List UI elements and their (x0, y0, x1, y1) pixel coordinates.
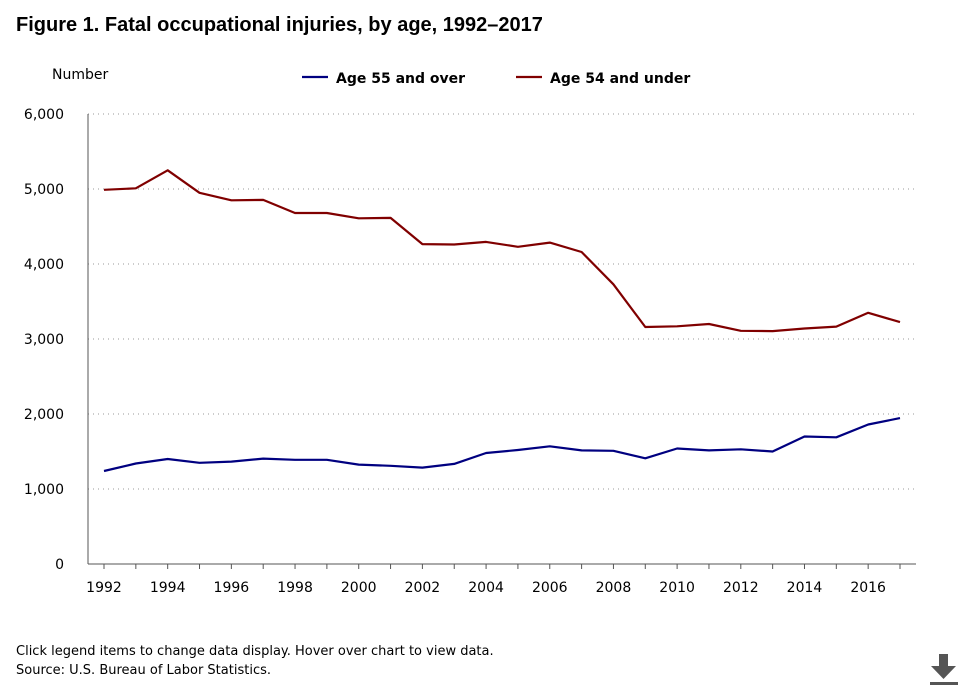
data-point[interactable] (769, 448, 777, 456)
y-tick-label: 2,000 (24, 407, 64, 423)
legend-label: Age 54 and under (550, 71, 690, 87)
x-tick-label: 2004 (468, 580, 504, 596)
data-point[interactable] (164, 455, 172, 463)
x-tick-label: 1992 (86, 580, 122, 596)
x-tick-label: 1994 (150, 580, 186, 596)
data-point[interactable] (896, 318, 904, 326)
data-point[interactable] (673, 445, 681, 453)
data-point[interactable] (132, 184, 140, 192)
data-point[interactable] (578, 248, 586, 256)
chart-title: Figure 1. Fatal occupational injuries, b… (16, 14, 543, 36)
data-point[interactable] (578, 446, 586, 454)
grid-lines (88, 113, 916, 490)
x-tick-label: 2014 (787, 580, 823, 596)
data-point[interactable] (227, 458, 235, 466)
data-point[interactable] (387, 214, 395, 222)
y-tick-label: 6,000 (24, 107, 64, 123)
legend-item-1[interactable]: Age 54 and under (516, 71, 690, 87)
y-tick-label: 1,000 (24, 482, 64, 498)
x-tick-label: 2002 (405, 580, 441, 596)
data-point[interactable] (132, 460, 140, 468)
data-point[interactable] (227, 196, 235, 204)
data-point[interactable] (609, 447, 617, 455)
data-point[interactable] (800, 433, 808, 441)
x-tick-label: 2006 (532, 580, 568, 596)
footnotes: Click legend items to change data displa… (16, 642, 494, 680)
y-tick-label: 3,000 (24, 332, 64, 348)
data-point[interactable] (832, 433, 840, 441)
x-tick-label: 1996 (214, 580, 250, 596)
data-point[interactable] (482, 238, 490, 246)
data-point[interactable] (641, 454, 649, 462)
legend[interactable]: Age 55 and over Age 54 and under (302, 71, 690, 87)
data-point[interactable] (323, 209, 331, 217)
axes (87, 114, 916, 565)
data-point[interactable] (800, 325, 808, 333)
x-tick-label: 2010 (659, 580, 695, 596)
series-lines[interactable] (100, 166, 904, 475)
data-point[interactable] (418, 240, 426, 248)
legend-label: Age 55 and over (336, 71, 465, 87)
data-point[interactable] (323, 456, 331, 464)
data-point[interactable] (196, 459, 204, 467)
data-point[interactable] (546, 442, 554, 450)
y-tick-label: 0 (55, 557, 64, 573)
y-tick-label: 5,000 (24, 182, 64, 198)
data-point[interactable] (100, 186, 108, 194)
x-axis-ticks: 1992 1994 1996 1998 2000 2002 2004 2006 2008 2010… (86, 564, 901, 596)
y-axis-ticks: 0 1,000 2,000 3,000 4,000 5,000 6,000 (24, 107, 64, 573)
y-axis-label: Number (52, 67, 108, 83)
data-point[interactable] (609, 280, 617, 288)
line-chart[interactable]: 0 1,000 2,000 3,000 4,000 5,000 6,000 1992 1994… (0, 0, 980, 640)
y-tick-label: 4,000 (24, 257, 64, 273)
x-tick-label: 1998 (277, 580, 313, 596)
source-note: Source: U.S. Bureau of Labor Statistics. (16, 663, 271, 678)
data-point[interactable] (832, 323, 840, 331)
series-line-1[interactable] (103, 169, 901, 333)
data-point[interactable] (514, 243, 522, 251)
data-point[interactable] (705, 320, 713, 328)
instructions-note: Click legend items to change data displa… (16, 644, 494, 659)
data-point[interactable] (355, 461, 363, 469)
x-tick-label: 2016 (850, 580, 886, 596)
data-point[interactable] (100, 467, 108, 475)
data-point[interactable] (196, 189, 204, 197)
data-point[interactable] (450, 460, 458, 468)
data-point[interactable] (864, 309, 872, 317)
x-tick-label: 2012 (723, 580, 759, 596)
series-line-0[interactable] (103, 417, 901, 473)
data-point[interactable] (769, 327, 777, 335)
data-point[interactable] (259, 455, 267, 463)
data-point[interactable] (482, 449, 490, 457)
data-point[interactable] (450, 241, 458, 249)
data-point[interactable] (514, 446, 522, 454)
data-point[interactable] (164, 166, 172, 174)
data-point[interactable] (291, 209, 299, 217)
data-point[interactable] (896, 414, 904, 422)
data-point[interactable] (705, 446, 713, 454)
x-tick-label: 2000 (341, 580, 377, 596)
data-point[interactable] (546, 239, 554, 247)
data-point[interactable] (259, 196, 267, 204)
data-point[interactable] (291, 456, 299, 464)
data-point[interactable] (355, 214, 363, 222)
data-point[interactable] (641, 323, 649, 331)
download-icon[interactable] (928, 652, 960, 686)
data-point[interactable] (737, 327, 745, 335)
legend-item-0[interactable]: Age 55 and over (302, 71, 465, 87)
data-point[interactable] (864, 421, 872, 429)
data-point[interactable] (387, 462, 395, 470)
data-point[interactable] (418, 464, 426, 472)
x-tick-label: 2008 (596, 580, 632, 596)
data-point[interactable] (673, 322, 681, 330)
data-point[interactable] (737, 445, 745, 453)
